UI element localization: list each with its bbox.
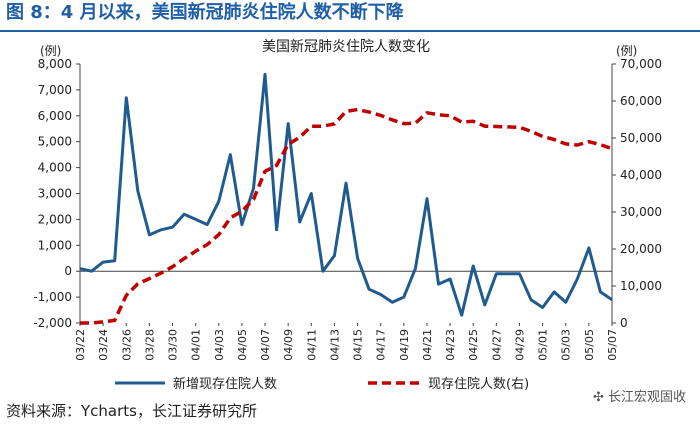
right-tick-label: 60,000 xyxy=(620,94,662,108)
x-tick-label: 05/05 xyxy=(583,329,596,361)
x-tick-label: 04/21 xyxy=(421,329,434,361)
x-tick-label: 04/23 xyxy=(444,329,457,361)
x-tick-label: 03/30 xyxy=(167,329,180,361)
watermark: ✣ 长江宏观固收 xyxy=(593,386,686,405)
right-tick-label: 0 xyxy=(620,316,628,330)
x-tick-label: 04/29 xyxy=(513,329,526,361)
x-tick-label: 04/11 xyxy=(305,329,318,361)
figure-title: 图 8：4 月以来，美国新冠肺炎住院人数不断下降 xyxy=(6,2,404,23)
x-tick-label: 05/07 xyxy=(606,329,619,361)
left-axis-unit: (例) xyxy=(40,44,61,58)
right-tick-label: 50,000 xyxy=(620,131,662,145)
watermark-text: 长江宏观固收 xyxy=(607,390,686,405)
left-tick-label: 5,000 xyxy=(38,135,72,149)
right-tick-label: 10,000 xyxy=(620,279,662,293)
x-tick-label: 04/05 xyxy=(236,329,249,361)
series-line-current-hospitalized xyxy=(80,107,613,325)
right-tick-label: 70,000 xyxy=(620,57,662,71)
left-tick-label: 8,000 xyxy=(38,57,72,71)
x-tick-label: 04/25 xyxy=(467,329,480,361)
x-tick-label: 04/03 xyxy=(213,329,226,361)
source-note: 资料来源：Ycharts，长江证券研究所 xyxy=(6,402,257,420)
x-tick-label: 04/15 xyxy=(352,329,365,361)
x-tick-label: 03/28 xyxy=(143,329,156,361)
wechat-icon: ✣ xyxy=(592,390,604,405)
x-tick-label: 04/09 xyxy=(282,329,295,361)
right-tick-label: 40,000 xyxy=(620,168,662,182)
left-tick-label: 2,000 xyxy=(38,212,72,226)
left-tick-label: 0 xyxy=(64,264,72,278)
x-tick-label: 03/26 xyxy=(120,329,133,361)
x-tick-label: 05/03 xyxy=(560,329,573,361)
left-tick-label: 7,000 xyxy=(38,83,72,97)
left-tick-label: 6,000 xyxy=(38,109,72,123)
left-tick-label: -2,000 xyxy=(33,316,72,330)
x-tick-label: 04/19 xyxy=(398,329,411,361)
right-tick-label: 20,000 xyxy=(620,242,662,256)
legend-label-new-hospitalized: 新增现存住院人数 xyxy=(173,376,277,392)
x-tick-label: 04/17 xyxy=(375,329,388,361)
left-tick-label: 3,000 xyxy=(38,187,72,201)
x-tick-label: 03/24 xyxy=(97,329,110,361)
left-tick-label: 4,000 xyxy=(38,161,72,175)
left-tick-label: 1,000 xyxy=(38,238,72,252)
x-tick-label: 03/22 xyxy=(74,329,87,361)
left-tick-label: -1,000 xyxy=(33,290,72,304)
x-tick-label: 04/07 xyxy=(259,329,272,361)
x-tick-label: 05/01 xyxy=(537,329,550,361)
legend-label-current-hospitalized: 现存住院人数(右) xyxy=(428,377,529,392)
x-tick-label: 04/27 xyxy=(490,329,503,361)
right-axis-unit: (例) xyxy=(616,44,637,58)
series-line-new-hospitalized xyxy=(79,72,613,317)
x-tick-label: 04/01 xyxy=(190,329,203,361)
right-tick-label: 30,000 xyxy=(620,205,662,219)
x-tick-label: 04/13 xyxy=(328,329,341,361)
header-divider xyxy=(0,30,700,32)
chart-title: 美国新冠肺炎住院人数变化 xyxy=(262,39,430,55)
